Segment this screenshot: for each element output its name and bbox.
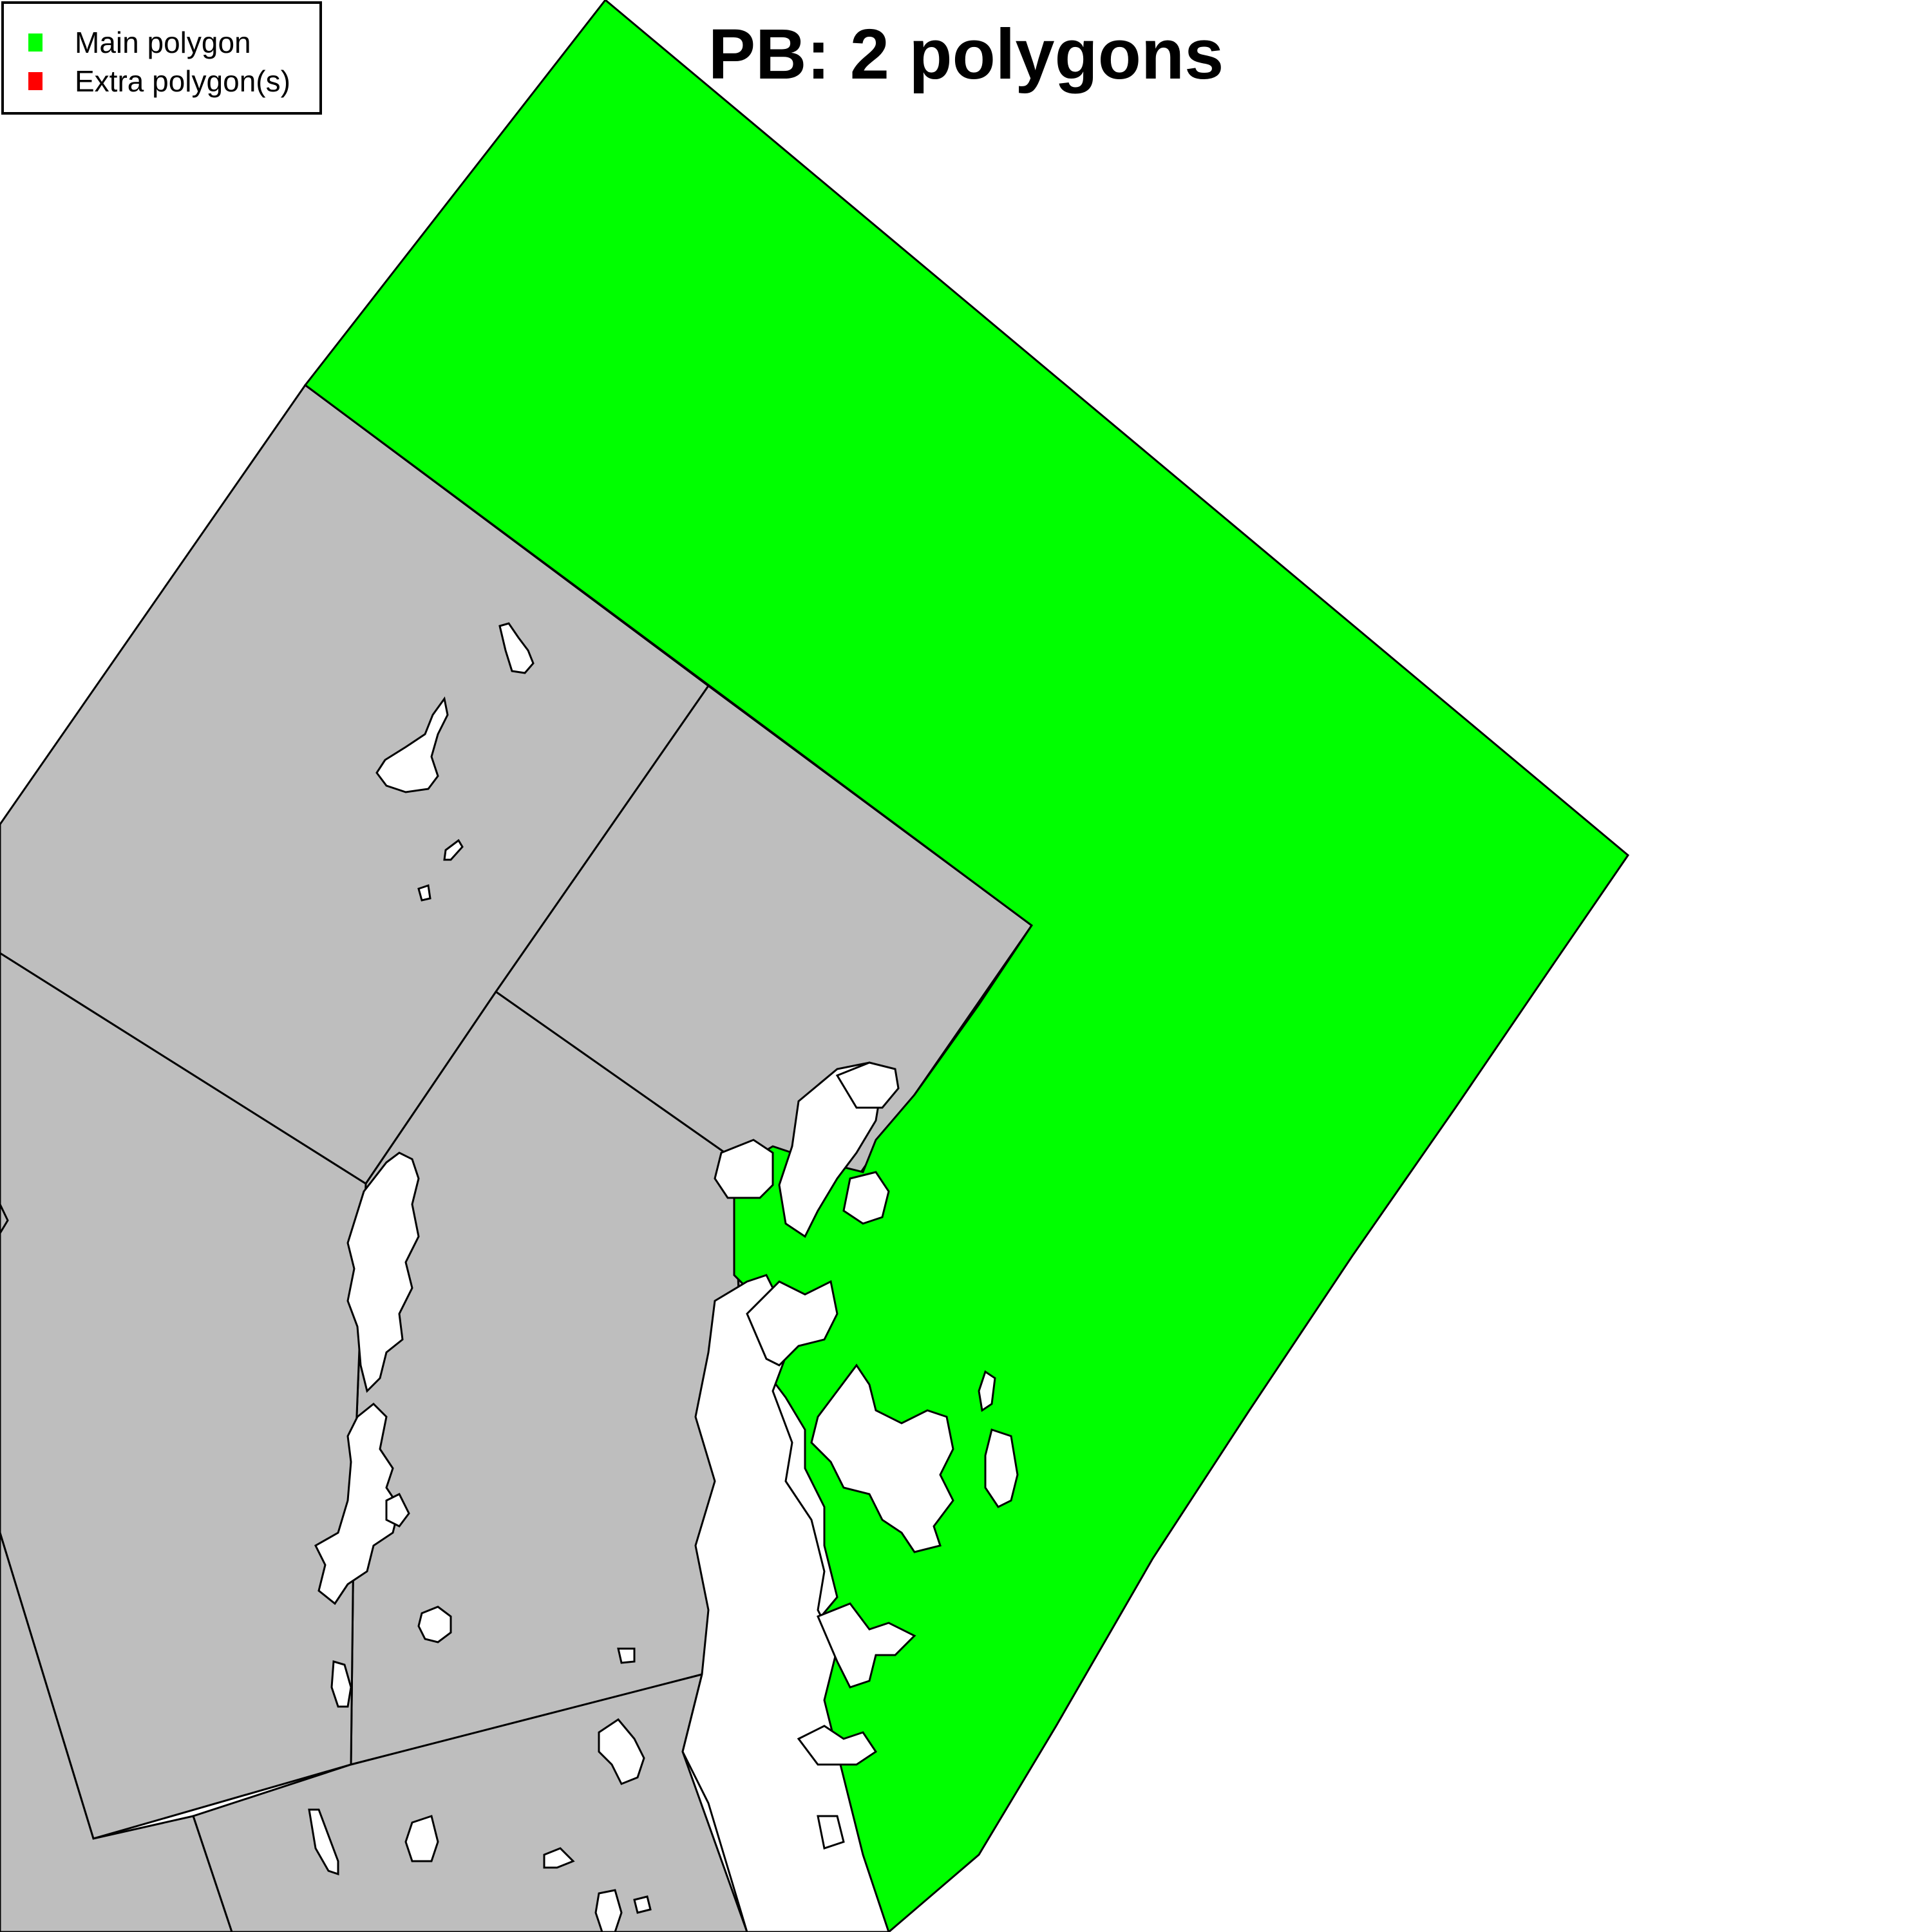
island-south-5: [598, 1718, 645, 1785]
legend-item-extra: Extra polygon(s): [28, 62, 290, 100]
island-north-small: [498, 622, 535, 674]
coastal-island-north: [835, 1061, 900, 1109]
island-north-tiny: [443, 838, 464, 861]
island-south-4: [543, 1847, 575, 1869]
island-chain-bump: [385, 1492, 410, 1528]
island-south-1: [330, 1660, 352, 1708]
extra-polygon-swatch-icon: [28, 72, 43, 90]
region-south-west: [0, 1532, 233, 1932]
grey-islands: [308, 622, 652, 1932]
island-north-dot: [417, 884, 431, 902]
legend-label-main: Main polygon: [75, 26, 251, 59]
page-title: PB: 2 polygons: [708, 15, 1224, 94]
land-holes: [681, 1061, 1019, 1932]
inland-lake-ring: [810, 1363, 954, 1553]
coastal-cove-1: [817, 1602, 916, 1689]
island-chain-mid: [314, 1402, 401, 1605]
legend-item-main: Main polygon: [28, 23, 251, 62]
legend-label-extra: Extra polygon(s): [75, 64, 290, 98]
region-edge-west: [0, 1204, 9, 1235]
island-ring: [417, 1605, 452, 1643]
island-north-large: [375, 696, 449, 793]
coastal-cove-2: [797, 1725, 878, 1766]
island-east-small: [978, 1370, 996, 1412]
island-south-8: [633, 1895, 652, 1914]
island-south-2: [308, 1808, 339, 1876]
main-polygon-swatch-icon: [28, 33, 43, 52]
ice-shelf-west: [746, 1280, 838, 1367]
island-south-6: [594, 1889, 623, 1932]
island-east: [984, 1428, 1019, 1508]
coastal-island-small-1: [714, 1139, 774, 1199]
island-south-3: [404, 1815, 439, 1862]
coastal-landmass: [681, 1274, 890, 1932]
coastal-cove-3: [817, 1815, 845, 1850]
legend: Main polygon Extra polygon(s): [1, 1, 322, 115]
coastal-island-small-2: [842, 1171, 890, 1225]
island-south-7: [617, 1647, 636, 1664]
island-chain-west: [346, 1151, 420, 1393]
